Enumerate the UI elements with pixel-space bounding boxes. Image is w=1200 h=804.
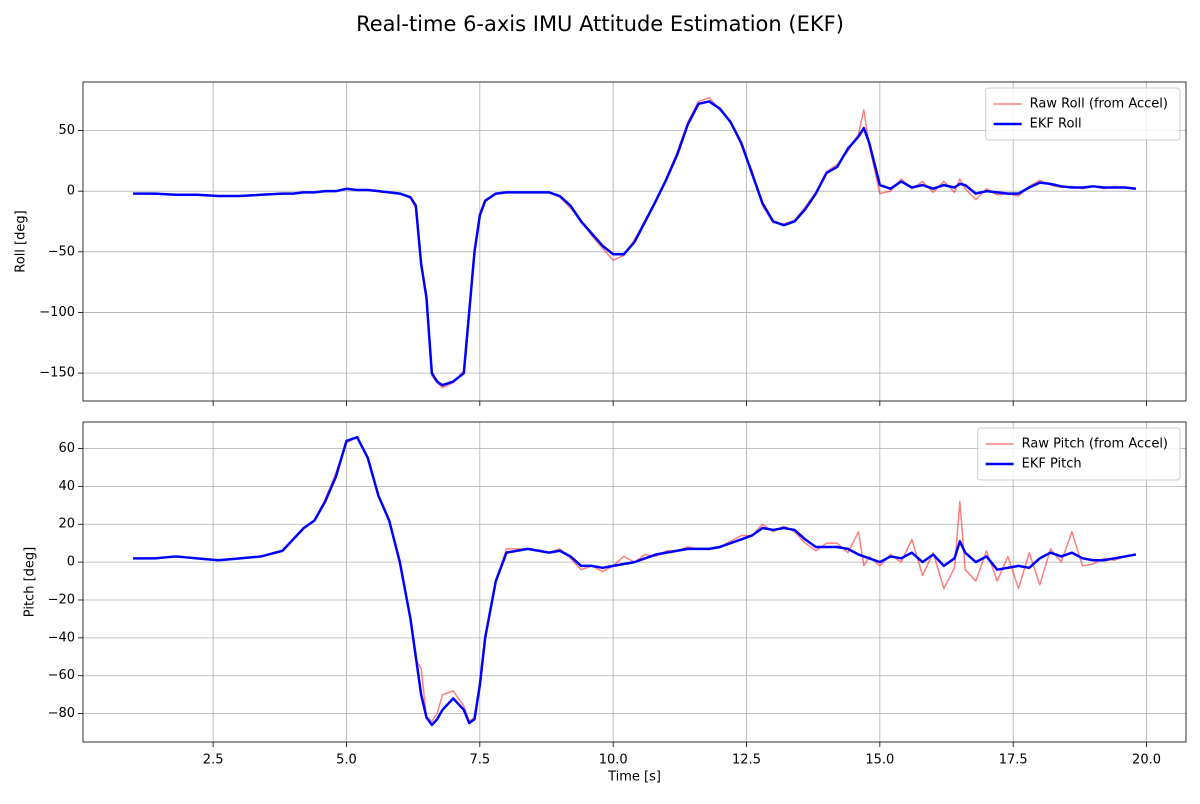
axes-frame: [82, 81, 1187, 402]
axes-frame: [82, 421, 1187, 743]
figure-title: Real-time 6-axis IMU Attitude Estimation…: [356, 12, 844, 36]
x-tick-label: 20.0: [1132, 753, 1161, 768]
y-tick-label: −150: [39, 366, 75, 381]
y-tick-label: −20: [48, 592, 75, 607]
series-line: [133, 100, 1137, 387]
y-tick-label: 0: [67, 555, 75, 570]
y-tick-label: 60: [58, 441, 75, 456]
x-axis-label: Time [s]: [607, 770, 661, 785]
y-tick-label: 20: [58, 517, 75, 532]
legend-box: [977, 427, 1181, 481]
x-tick-label: 10.0: [599, 753, 628, 768]
y-axis-label: Roll [deg]: [14, 210, 29, 272]
y-axis-label: Pitch [deg]: [23, 547, 38, 617]
x-tick-label: 7.5: [469, 753, 490, 768]
x-tick-label: 12.5: [732, 753, 761, 768]
legend-label: Raw Pitch (from Accel): [1022, 437, 1168, 452]
x-tick-label: 17.5: [999, 753, 1028, 768]
legend-box: [985, 87, 1181, 141]
y-tick-label: −40: [48, 630, 75, 645]
y-tick-label: 40: [58, 479, 75, 494]
y-tick-label: 0: [67, 184, 75, 199]
legend-label: Raw Roll (from Accel): [1030, 97, 1168, 112]
y-tick-label: 50: [58, 123, 75, 138]
x-tick-label: 2.5: [203, 753, 224, 768]
y-tick-label: −50: [48, 244, 75, 259]
legend: Raw Pitch (from Accel) EKF Pitch: [977, 427, 1181, 481]
y-tick-label: −80: [48, 706, 75, 721]
x-tick-label: 15.0: [865, 753, 894, 768]
legend-label: EKF Pitch: [1022, 457, 1082, 472]
y-tick-label: −60: [48, 668, 75, 683]
x-tick-label: 5.0: [336, 753, 357, 768]
y-tick-label: −100: [39, 305, 75, 320]
series-line: [133, 435, 1137, 727]
legend-label: EKF Roll: [1030, 117, 1082, 132]
legend: Raw Roll (from Accel) EKF Roll: [985, 87, 1181, 141]
